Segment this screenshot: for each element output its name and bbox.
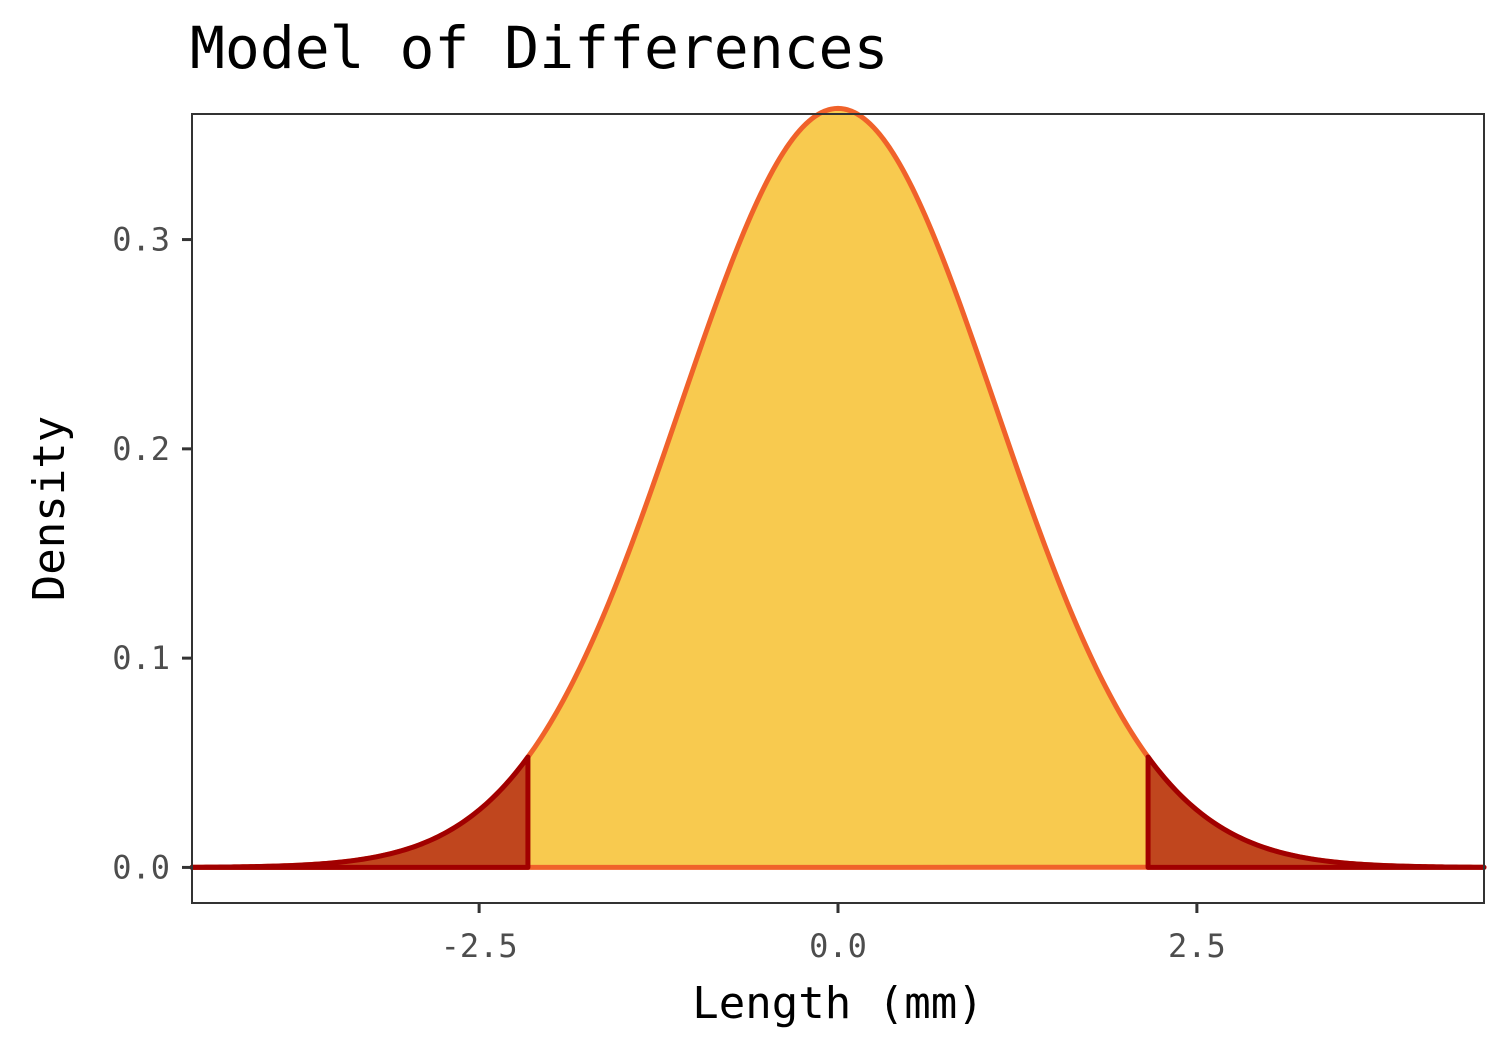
x-tick-label: 2.5	[1168, 927, 1226, 965]
y-tick-label: 0.0	[112, 848, 170, 886]
x-tick-label: -2.5	[441, 927, 518, 965]
chart-title: Model of Differences	[190, 14, 889, 82]
y-tick-label: 0.1	[112, 639, 170, 677]
axis-layer: 0.0 0.1 0.2 0.3 -2.5 0.0 2.5	[112, 221, 1226, 965]
upper-tail-region	[1145, 754, 1487, 870]
plot-layer	[189, 105, 1487, 870]
y-tick-label: 0.2	[112, 430, 170, 468]
y-tick-label: 0.3	[112, 221, 170, 259]
lower-tail-region	[189, 754, 531, 870]
x-tick-label: 0.0	[809, 927, 867, 965]
density-area	[192, 108, 1484, 868]
x-axis-title: Length (mm)	[692, 978, 983, 1029]
y-axis-title: Density	[24, 416, 75, 601]
